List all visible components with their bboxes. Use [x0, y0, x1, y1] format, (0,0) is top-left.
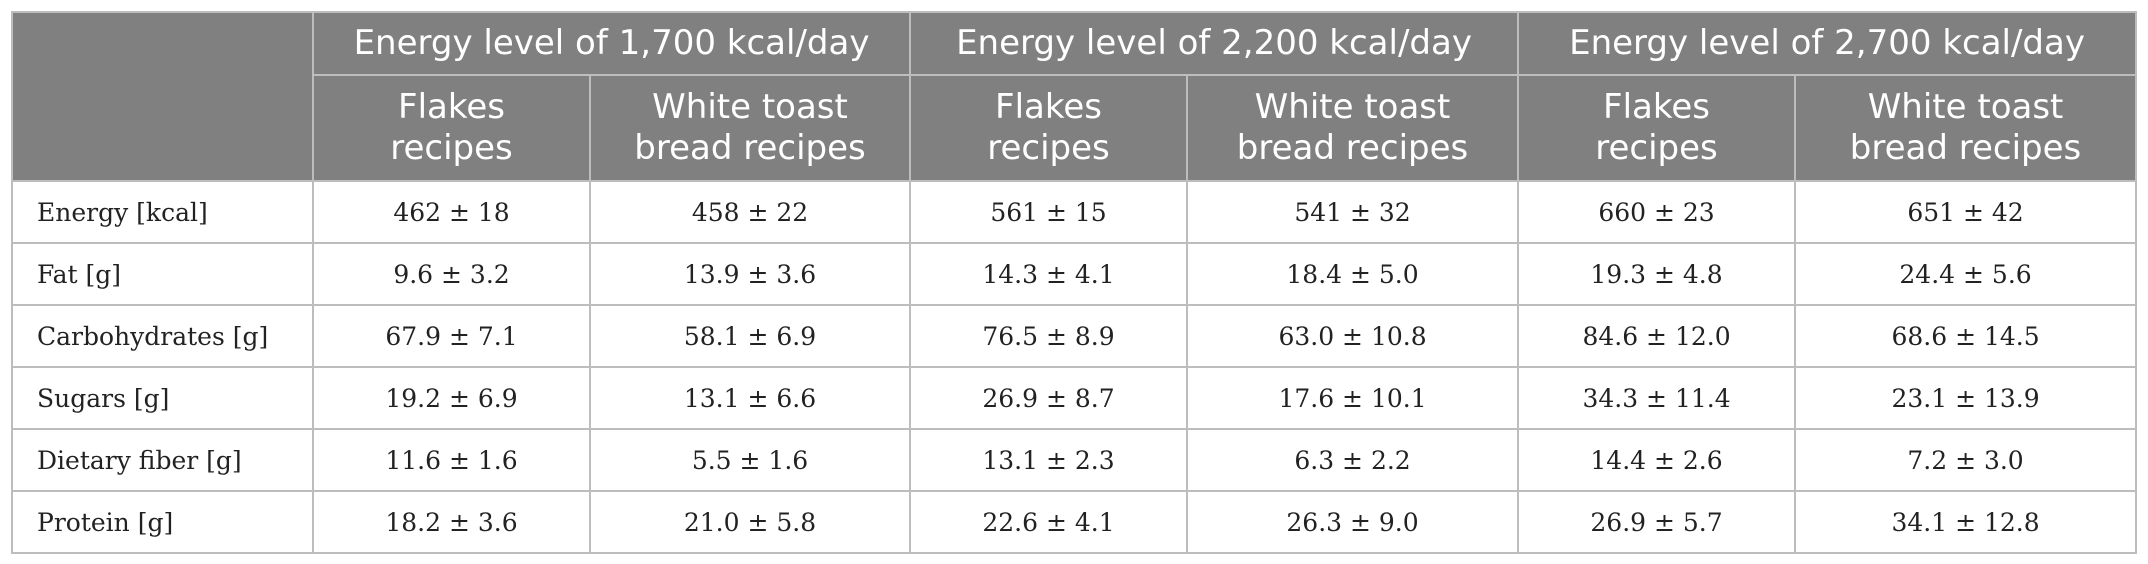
table-cell: 11.6 ± 1.6 [312, 428, 591, 492]
table-cell: 462 ± 18 [312, 180, 591, 244]
table-body: Energy [kcal] 462 ± 18 458 ± 22 561 ± 15… [11, 180, 2138, 554]
table-cell: 14.4 ± 2.6 [1517, 428, 1797, 492]
table-cell: 13.9 ± 3.6 [588, 242, 912, 306]
column-header-line: recipes [390, 128, 513, 168]
column-header: White toast bread recipes [1794, 74, 2138, 182]
group-header: Energy level of 2,200 kcal/day [909, 11, 1520, 76]
table-cell: 63.0 ± 10.8 [1186, 304, 1520, 368]
table-cell: 14.3 ± 4.1 [909, 242, 1189, 306]
table-row: Protein [g] 18.2 ± 3.6 21.0 ± 5.8 22.6 ±… [11, 490, 2138, 554]
table-cell: 9.6 ± 3.2 [312, 242, 591, 306]
column-header-line: recipes [1595, 128, 1718, 168]
table-cell: 19.2 ± 6.9 [312, 366, 591, 430]
table-row: Dietary fiber [g] 11.6 ± 1.6 5.5 ± 1.6 1… [11, 428, 2138, 492]
table-cell: 18.4 ± 5.0 [1186, 242, 1520, 306]
table-cell: 6.3 ± 2.2 [1186, 428, 1520, 492]
row-label: Fat [g] [11, 242, 314, 306]
table-cell: 21.0 ± 5.8 [588, 490, 912, 554]
column-header-line: bread recipes [1236, 128, 1469, 168]
group-header: Energy level of 2,700 kcal/day [1517, 11, 2138, 76]
table-cell: 541 ± 32 [1186, 180, 1520, 244]
table-cell: 17.6 ± 10.1 [1186, 366, 1520, 430]
table-cell: 68.6 ± 14.5 [1794, 304, 2138, 368]
column-header: White toast bread recipes [588, 74, 912, 182]
table-cell: 22.6 ± 4.1 [909, 490, 1189, 554]
column-header-line: Flakes [398, 87, 505, 127]
table-row: Carbohydrates [g] 67.9 ± 7.1 58.1 ± 6.9 … [11, 304, 2138, 368]
table-cell: 34.3 ± 11.4 [1517, 366, 1797, 430]
group-header-row: Energy level of 1,700 kcal/day Energy le… [11, 11, 2138, 182]
row-label: Dietary fiber [g] [11, 428, 314, 492]
column-header-line: White toast [652, 87, 848, 127]
table-cell: 26.9 ± 5.7 [1517, 490, 1797, 554]
table-cell: 24.4 ± 5.6 [1794, 242, 2138, 306]
table-cell: 18.2 ± 3.6 [312, 490, 591, 554]
table-cell: 84.6 ± 12.0 [1517, 304, 1797, 368]
table-row: Energy [kcal] 462 ± 18 458 ± 22 561 ± 15… [11, 180, 2138, 244]
table-cell: 458 ± 22 [588, 180, 912, 244]
row-label: Carbohydrates [g] [11, 304, 314, 368]
table-header: Energy level of 1,700 kcal/day Energy le… [11, 11, 2138, 182]
column-header-line: bread recipes [634, 128, 866, 168]
table-cell: 651 ± 42 [1794, 180, 2138, 244]
table-row: Sugars [g] 19.2 ± 6.9 13.1 ± 6.6 26.9 ± … [11, 366, 2138, 430]
column-header-line: recipes [987, 128, 1110, 168]
table-cell: 13.1 ± 2.3 [909, 428, 1189, 492]
column-header: Flakes recipes [312, 74, 591, 182]
column-header-line: Flakes [995, 87, 1102, 127]
column-header: Flakes recipes [909, 74, 1189, 182]
column-header-line: White toast [1867, 87, 2064, 127]
table-cell: 13.1 ± 6.6 [588, 366, 912, 430]
nutrition-table: Energy level of 1,700 kcal/day Energy le… [11, 11, 2138, 554]
table-cell: 58.1 ± 6.9 [588, 304, 912, 368]
table-cell: 26.9 ± 8.7 [909, 366, 1189, 430]
corner-cell [11, 11, 314, 182]
table-cell: 67.9 ± 7.1 [312, 304, 591, 368]
table-cell: 5.5 ± 1.6 [588, 428, 912, 492]
row-label: Energy [kcal] [11, 180, 314, 244]
table-cell: 26.3 ± 9.0 [1186, 490, 1520, 554]
column-header: White toast bread recipes [1186, 74, 1520, 182]
row-label: Sugars [g] [11, 366, 314, 430]
table-row: Fat [g] 9.6 ± 3.2 13.9 ± 3.6 14.3 ± 4.1 … [11, 242, 2138, 306]
table-cell: 34.1 ± 12.8 [1794, 490, 2138, 554]
column-header-line: bread recipes [1849, 128, 2082, 168]
table-cell: 76.5 ± 8.9 [909, 304, 1189, 368]
table-cell: 660 ± 23 [1517, 180, 1797, 244]
column-header: Flakes recipes [1517, 74, 1797, 182]
table-cell: 19.3 ± 4.8 [1517, 242, 1797, 306]
row-label: Protein [g] [11, 490, 314, 554]
column-header-line: White toast [1254, 87, 1451, 127]
column-header-line: Flakes [1603, 87, 1710, 127]
group-header: Energy level of 1,700 kcal/day [311, 11, 912, 76]
table-cell: 23.1 ± 13.9 [1794, 366, 2138, 430]
table-cell: 561 ± 15 [909, 180, 1189, 244]
sub-header-row: Flakes recipes White toast bread recipes F… [12, 74, 2138, 182]
table-cell: 7.2 ± 3.0 [1794, 428, 2138, 492]
